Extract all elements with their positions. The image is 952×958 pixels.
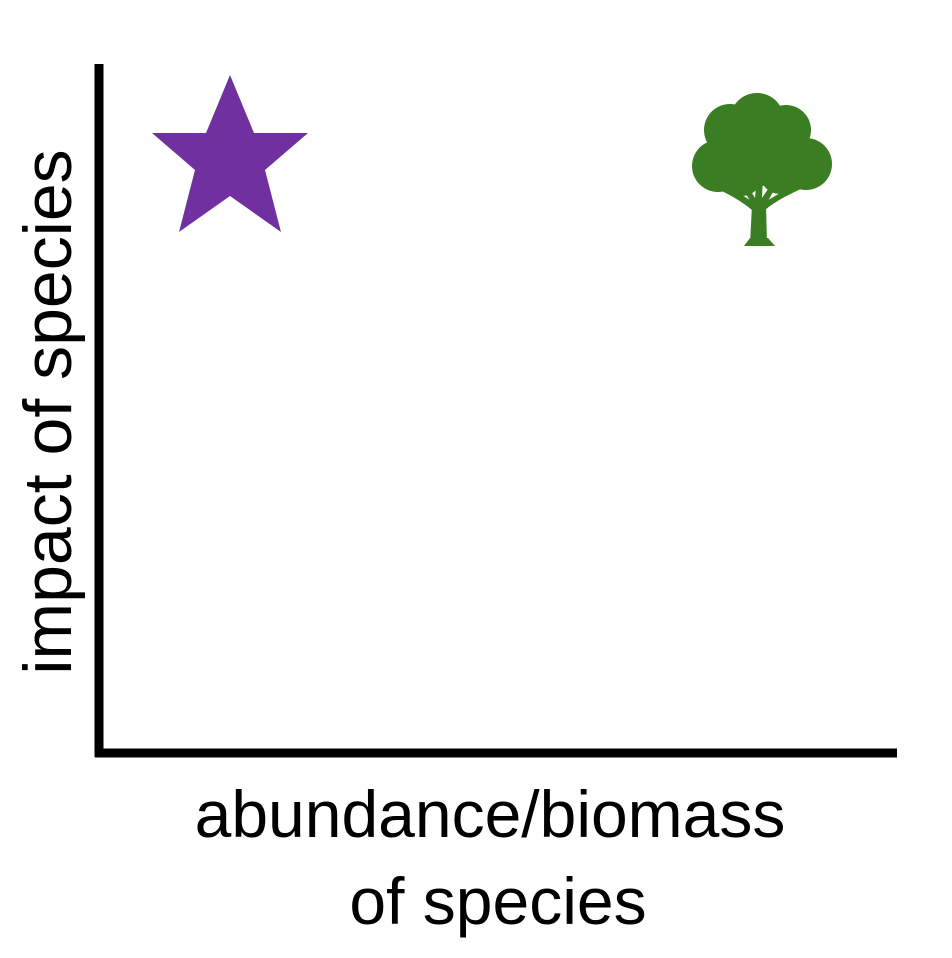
tree-icon — [692, 93, 832, 246]
star-icon — [152, 75, 308, 232]
axes — [94, 64, 897, 758]
y-axis-label: impact of species — [10, 149, 86, 674]
x-axis-label-line-1: abundance/biomass — [195, 777, 786, 851]
x-axis-label-line-2: of species — [349, 864, 646, 938]
